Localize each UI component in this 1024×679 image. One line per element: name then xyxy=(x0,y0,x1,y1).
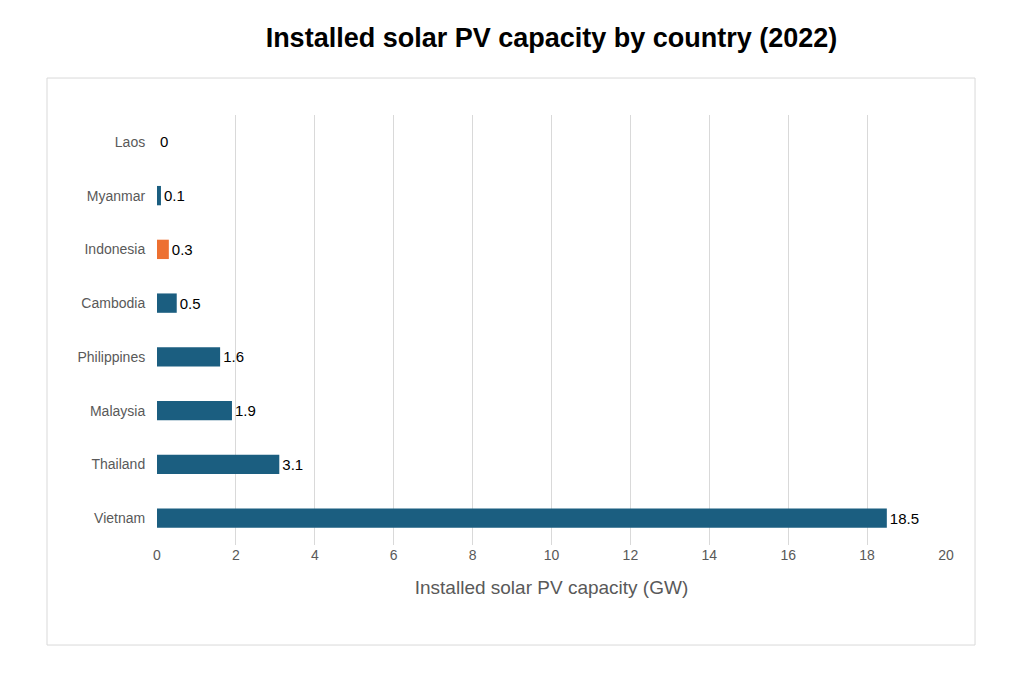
svg-text:1.6: 1.6 xyxy=(223,348,244,365)
svg-text:8: 8 xyxy=(469,547,477,563)
svg-text:12: 12 xyxy=(623,547,639,563)
svg-text:2: 2 xyxy=(232,547,240,563)
svg-text:Malaysia: Malaysia xyxy=(90,403,145,419)
svg-text:4: 4 xyxy=(311,547,319,563)
svg-text:0.1: 0.1 xyxy=(164,187,185,204)
svg-text:16: 16 xyxy=(780,547,796,563)
svg-text:10: 10 xyxy=(544,547,560,563)
svg-text:18: 18 xyxy=(859,547,875,563)
svg-text:Philippines: Philippines xyxy=(77,349,145,365)
svg-text:14: 14 xyxy=(702,547,718,563)
svg-text:Indonesia: Indonesia xyxy=(84,241,145,257)
svg-text:Laos: Laos xyxy=(115,134,145,150)
svg-text:3.1: 3.1 xyxy=(282,456,303,473)
svg-text:Installed solar PV capacity by: Installed solar PV capacity by country (… xyxy=(266,23,838,53)
svg-text:Installed solar PV capacity (G: Installed solar PV capacity (GW) xyxy=(415,577,688,598)
svg-text:1.9: 1.9 xyxy=(235,402,256,419)
svg-text:20: 20 xyxy=(938,547,954,563)
svg-text:0.3: 0.3 xyxy=(172,241,193,258)
svg-text:6: 6 xyxy=(390,547,398,563)
svg-text:0: 0 xyxy=(160,133,168,150)
svg-text:Thailand: Thailand xyxy=(91,456,145,472)
svg-text:Myanmar: Myanmar xyxy=(87,188,146,204)
svg-text:Cambodia: Cambodia xyxy=(81,295,145,311)
svg-text:0: 0 xyxy=(153,547,161,563)
svg-text:18.5: 18.5 xyxy=(890,510,919,527)
svg-text:0.5: 0.5 xyxy=(180,295,201,312)
svg-text:Vietnam: Vietnam xyxy=(94,510,145,526)
